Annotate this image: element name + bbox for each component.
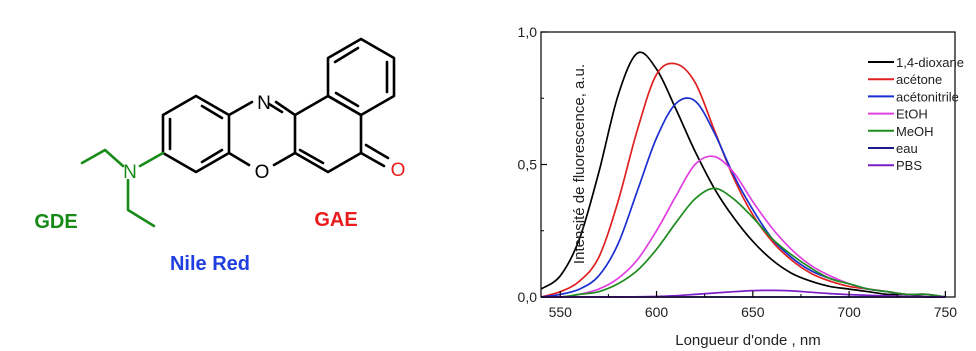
ring-d (326, 37, 396, 117)
x-tick-label: 600 (645, 304, 669, 320)
legend-label-5: eau (896, 141, 918, 156)
oxygen-carbonyl-label: O (391, 160, 406, 181)
series-line-3 (540, 155, 946, 299)
y-tick-label: 1,0 (518, 24, 538, 40)
y-tick-label: 0,0 (518, 289, 538, 305)
series-line-0 (540, 51, 946, 299)
series-line-1 (540, 62, 946, 298)
x-axis-title: Longueur d'onde , nm (675, 332, 820, 349)
x-tick-label: 750 (934, 304, 958, 320)
series-layer (540, 51, 946, 299)
y-tick-label: 0,5 (518, 157, 538, 173)
molecule-name: Nile Red (170, 253, 250, 275)
legend-label-3: EtOH (896, 107, 928, 122)
oxygen-ring-label: O (255, 162, 270, 183)
carbonyl (359, 143, 390, 168)
x-tick-label: 700 (837, 304, 861, 320)
x-tick-label: 550 (549, 304, 573, 320)
diethylamino (80, 148, 165, 228)
ticks-layer: 550 600 650 700 750 0,0 0,5 1,0 (518, 24, 958, 320)
atom-labels: N O O N (123, 93, 405, 183)
series-line-4 (540, 187, 946, 299)
nitrogen-amine-label: N (123, 162, 137, 183)
donor-group-label: GDE (34, 211, 77, 233)
ring-a (161, 94, 231, 174)
acceptor-group-label: GAE (314, 209, 357, 231)
legend-label-6: PBS (896, 158, 922, 173)
legend-label-2: acétonitrile (896, 89, 959, 104)
x-tick-label: 650 (741, 304, 765, 320)
y-axis-title: Intensité de fluorescence, a.u. (571, 64, 588, 264)
legend-label-4: MeOH (896, 124, 934, 139)
legend-label-1: acétone (896, 72, 942, 87)
legend: 1,4-dioxane acétone acétonitrile EtOH MeOH ea… (868, 55, 964, 173)
nile-red-structure (80, 37, 396, 228)
fluorescence-chart: 550 600 650 700 750 0,0 0,5 1,0 Longueur d'onde… (518, 24, 964, 349)
ring-c (293, 94, 363, 174)
nitrogen-ring-label: N (257, 93, 271, 114)
legend-label-0: 1,4-dioxane (896, 55, 964, 70)
